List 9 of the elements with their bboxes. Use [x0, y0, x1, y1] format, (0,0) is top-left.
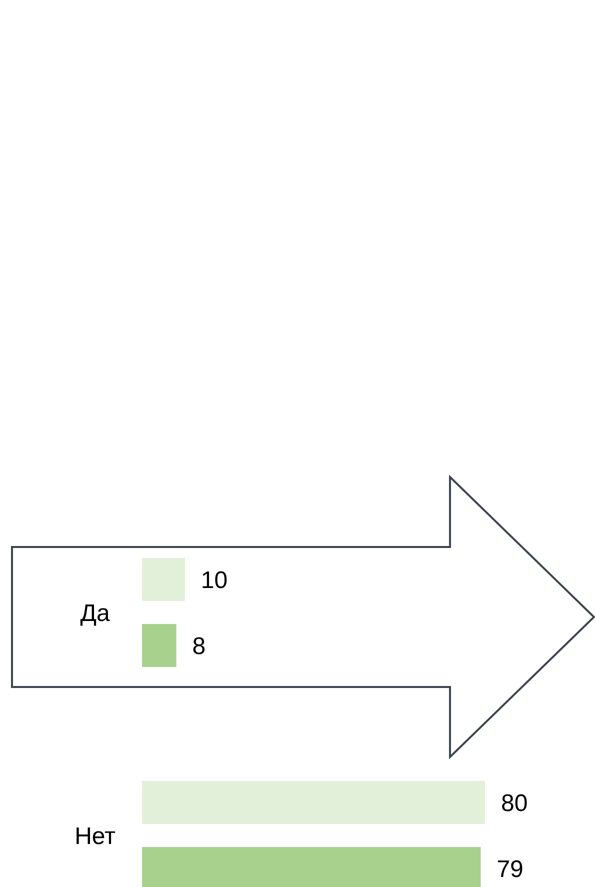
- data-label: 79: [496, 856, 524, 883]
- bar: [142, 558, 185, 601]
- data-label: 80: [501, 790, 528, 817]
- y-tick-label: Нет: [74, 822, 116, 850]
- y-tick-label: Да: [80, 600, 110, 627]
- bar: [142, 624, 176, 667]
- data-label: 10: [200, 566, 228, 594]
- data-label: 8: [192, 632, 206, 660]
- bar: [142, 781, 485, 824]
